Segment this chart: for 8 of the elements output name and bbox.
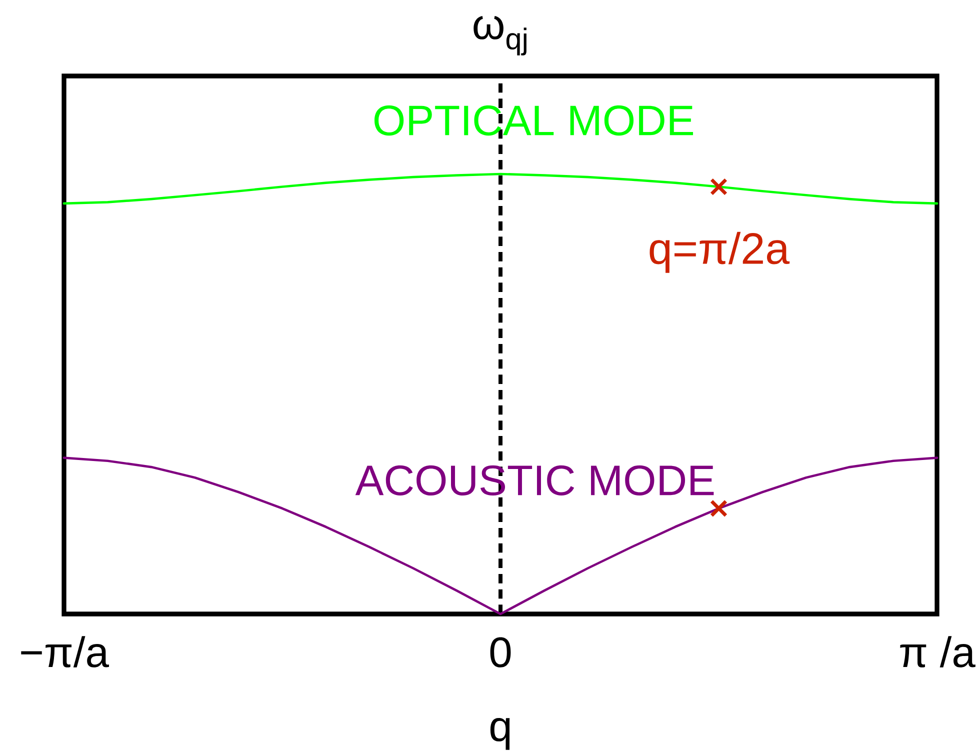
x-tick-label: π /a bbox=[900, 636, 976, 668]
x-tick-label: 0 bbox=[490, 637, 511, 668]
series-label: OPTICAL MODE bbox=[374, 105, 694, 136]
annotation: q=π/2a bbox=[650, 232, 790, 273]
y-axis-title: ω$_{qj}$ bbox=[474, 16, 526, 56]
x-axis-title: q bbox=[490, 718, 510, 750]
series-label: ACOUSTIC MODE bbox=[355, 465, 714, 496]
x-tick-label: −π/a bbox=[21, 636, 109, 668]
